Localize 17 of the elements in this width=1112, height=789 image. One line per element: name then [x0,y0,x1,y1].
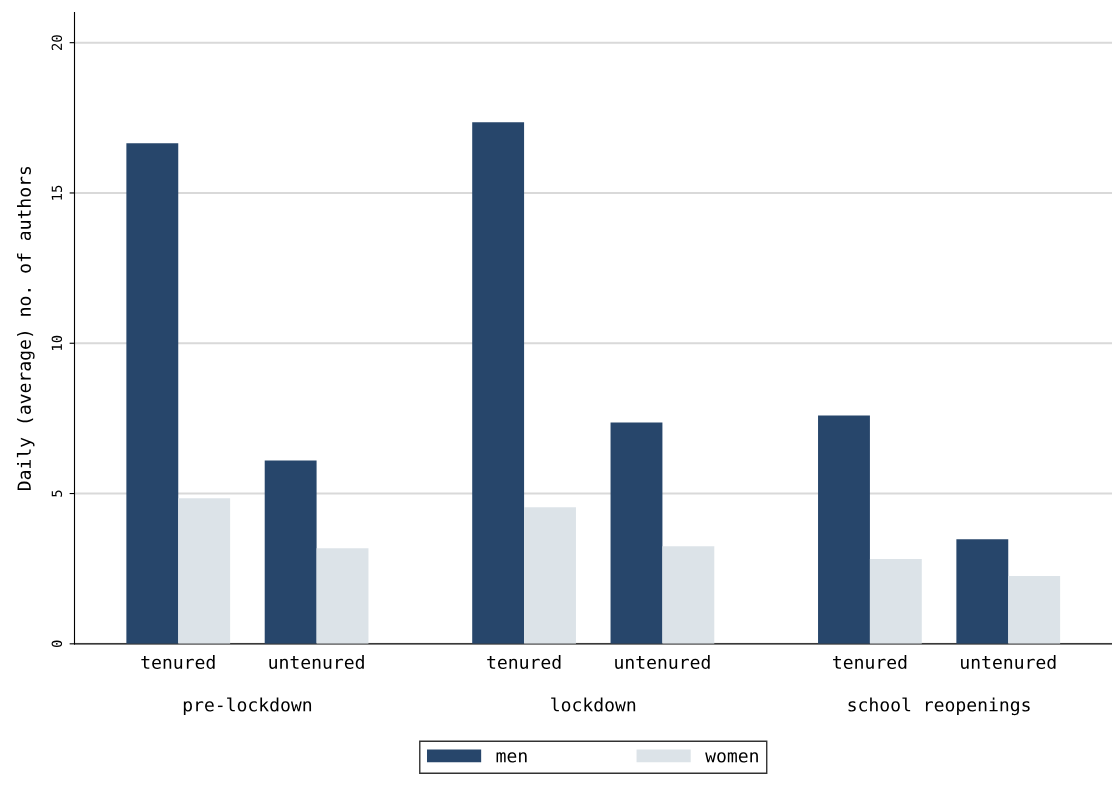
y-tick-label: 0 [51,640,63,648]
x-tick-label: untenured [615,655,710,670]
legend-label: women [705,752,758,763]
y-tick-label: 5 [51,490,63,497]
y-tick-label: 10 [51,335,63,350]
x-tick-label: tenured [487,655,561,670]
x-tick-label: tenured [833,655,907,670]
x-tick-label: tenured [141,655,215,670]
y-tick-label: 15 [51,185,63,200]
legend-label: men [496,752,527,763]
text: pre-lockdown [183,697,312,716]
y-axis-title: Daily (average) no. of authors [16,166,35,491]
text: lockdown [551,697,636,712]
x-tick-label: untenured [961,655,1056,670]
text: school reopenings [848,697,1030,716]
y-tick-label: 20 [51,35,63,51]
x-tick-label: untenured [269,655,364,670]
